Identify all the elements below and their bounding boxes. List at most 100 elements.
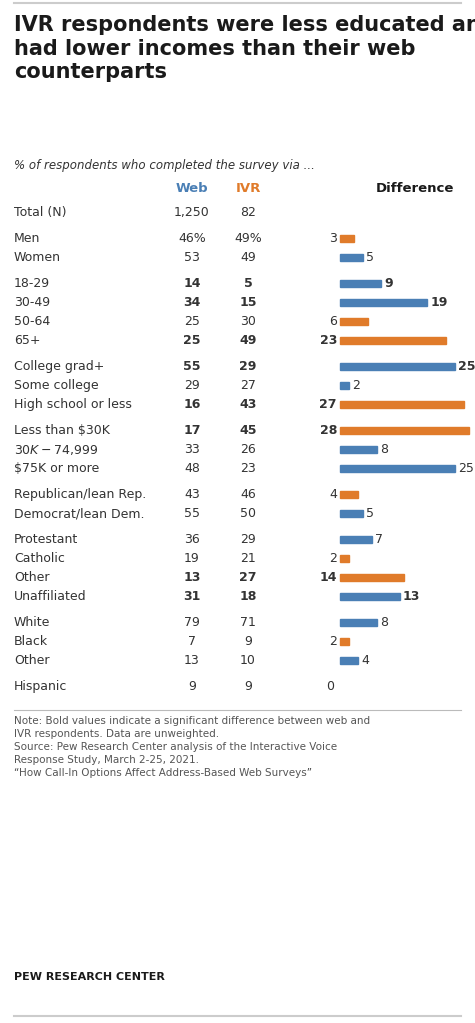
Text: 25: 25 (183, 335, 201, 347)
Text: 46: 46 (240, 488, 256, 501)
Text: 71: 71 (240, 616, 256, 629)
Text: 14: 14 (320, 571, 337, 584)
Text: 49%: 49% (234, 232, 262, 246)
Text: 29: 29 (240, 533, 256, 546)
Text: 2: 2 (329, 552, 337, 566)
Text: 3: 3 (329, 232, 337, 246)
Text: IVR: IVR (235, 182, 261, 195)
Text: 50-64: 50-64 (14, 315, 50, 328)
Bar (340, 300, 428, 306)
Text: 30-49: 30-49 (14, 297, 50, 309)
Text: 48: 48 (184, 462, 200, 476)
Text: $75K or more: $75K or more (14, 462, 99, 476)
Text: 25: 25 (458, 462, 474, 476)
Text: Men: Men (14, 232, 40, 246)
Text: 5: 5 (366, 507, 374, 521)
Bar (340, 255, 363, 261)
Bar (340, 383, 349, 390)
Text: Catholic: Catholic (14, 552, 65, 566)
Text: Women: Women (14, 252, 61, 264)
Bar (340, 401, 464, 408)
Text: 25: 25 (458, 360, 475, 373)
Text: 4: 4 (329, 488, 337, 501)
Text: 43: 43 (184, 488, 200, 501)
Text: 27: 27 (239, 571, 257, 584)
Text: 23: 23 (240, 462, 256, 476)
Text: 27: 27 (240, 380, 256, 392)
Text: 36: 36 (184, 533, 200, 546)
Text: 18-29: 18-29 (14, 277, 50, 291)
Text: 9: 9 (244, 680, 252, 694)
Text: 4: 4 (361, 655, 369, 667)
Text: 33: 33 (184, 443, 200, 456)
Bar (340, 638, 349, 646)
Bar (340, 446, 377, 453)
Text: 8: 8 (380, 616, 388, 629)
Text: 9: 9 (384, 277, 393, 291)
Text: Less than $30K: Less than $30K (14, 425, 110, 437)
Text: 34: 34 (183, 297, 200, 309)
Text: 53: 53 (184, 252, 200, 264)
Bar (340, 555, 349, 563)
Bar (340, 491, 359, 498)
Text: Difference: Difference (376, 182, 454, 195)
Text: Democrat/lean Dem.: Democrat/lean Dem. (14, 507, 144, 521)
Text: White: White (14, 616, 50, 629)
Text: 26: 26 (240, 443, 256, 456)
Text: $30K-$74,999: $30K-$74,999 (14, 443, 98, 457)
Text: 55: 55 (183, 360, 201, 373)
Text: 17: 17 (183, 425, 201, 437)
Bar (340, 619, 377, 626)
Text: Response Study, March 2-25, 2021.: Response Study, March 2-25, 2021. (14, 755, 199, 765)
Text: IVR respondents were less educated and
had lower incomes than their web
counterp: IVR respondents were less educated and h… (14, 15, 475, 82)
Text: “How Call-In Options Affect Address-Based Web Surveys”: “How Call-In Options Affect Address-Base… (14, 768, 312, 777)
Text: 2: 2 (329, 635, 337, 649)
Text: Other: Other (14, 571, 49, 584)
Bar (340, 658, 359, 664)
Text: 19: 19 (184, 552, 200, 566)
Text: 18: 18 (239, 590, 256, 604)
Text: Some college: Some college (14, 380, 99, 392)
Text: 6: 6 (329, 315, 337, 328)
Text: Web: Web (176, 182, 209, 195)
Text: Source: Pew Research Center analysis of the Interactive Voice: Source: Pew Research Center analysis of … (14, 742, 337, 752)
Text: Republican/lean Rep.: Republican/lean Rep. (14, 488, 146, 501)
Text: 50: 50 (240, 507, 256, 521)
Text: 23: 23 (320, 335, 337, 347)
Text: High school or less: High school or less (14, 398, 132, 411)
Text: 13: 13 (403, 590, 420, 604)
Text: 15: 15 (239, 297, 257, 309)
Text: 25: 25 (184, 315, 200, 328)
Text: 27: 27 (320, 398, 337, 411)
Bar (340, 280, 381, 287)
Text: 13: 13 (183, 571, 200, 584)
Bar (340, 428, 469, 435)
Text: 13: 13 (184, 655, 200, 667)
Text: Unaffiliated: Unaffiliated (14, 590, 86, 604)
Text: 43: 43 (239, 398, 256, 411)
Text: % of respondents who completed the survey via ...: % of respondents who completed the surve… (14, 159, 315, 172)
Text: College grad+: College grad+ (14, 360, 105, 373)
Text: 79: 79 (184, 616, 200, 629)
Text: Protestant: Protestant (14, 533, 78, 546)
Bar (340, 363, 455, 370)
Bar (340, 574, 404, 581)
Text: 0: 0 (326, 680, 334, 694)
Text: Note: Bold values indicate a significant difference between web and: Note: Bold values indicate a significant… (14, 716, 370, 725)
Text: 2: 2 (352, 380, 360, 392)
Text: 45: 45 (239, 425, 257, 437)
Text: 7: 7 (188, 635, 196, 649)
Text: 49: 49 (240, 252, 256, 264)
Text: 7: 7 (375, 533, 383, 546)
Bar (340, 510, 363, 518)
Text: 19: 19 (430, 297, 448, 309)
Text: 29: 29 (184, 380, 200, 392)
Text: 30: 30 (240, 315, 256, 328)
Text: 16: 16 (183, 398, 200, 411)
Text: 9: 9 (188, 680, 196, 694)
Bar (340, 536, 372, 543)
Text: 9: 9 (244, 635, 252, 649)
Text: Other: Other (14, 655, 49, 667)
Text: 21: 21 (240, 552, 256, 566)
Text: PEW RESEARCH CENTER: PEW RESEARCH CENTER (14, 972, 165, 982)
